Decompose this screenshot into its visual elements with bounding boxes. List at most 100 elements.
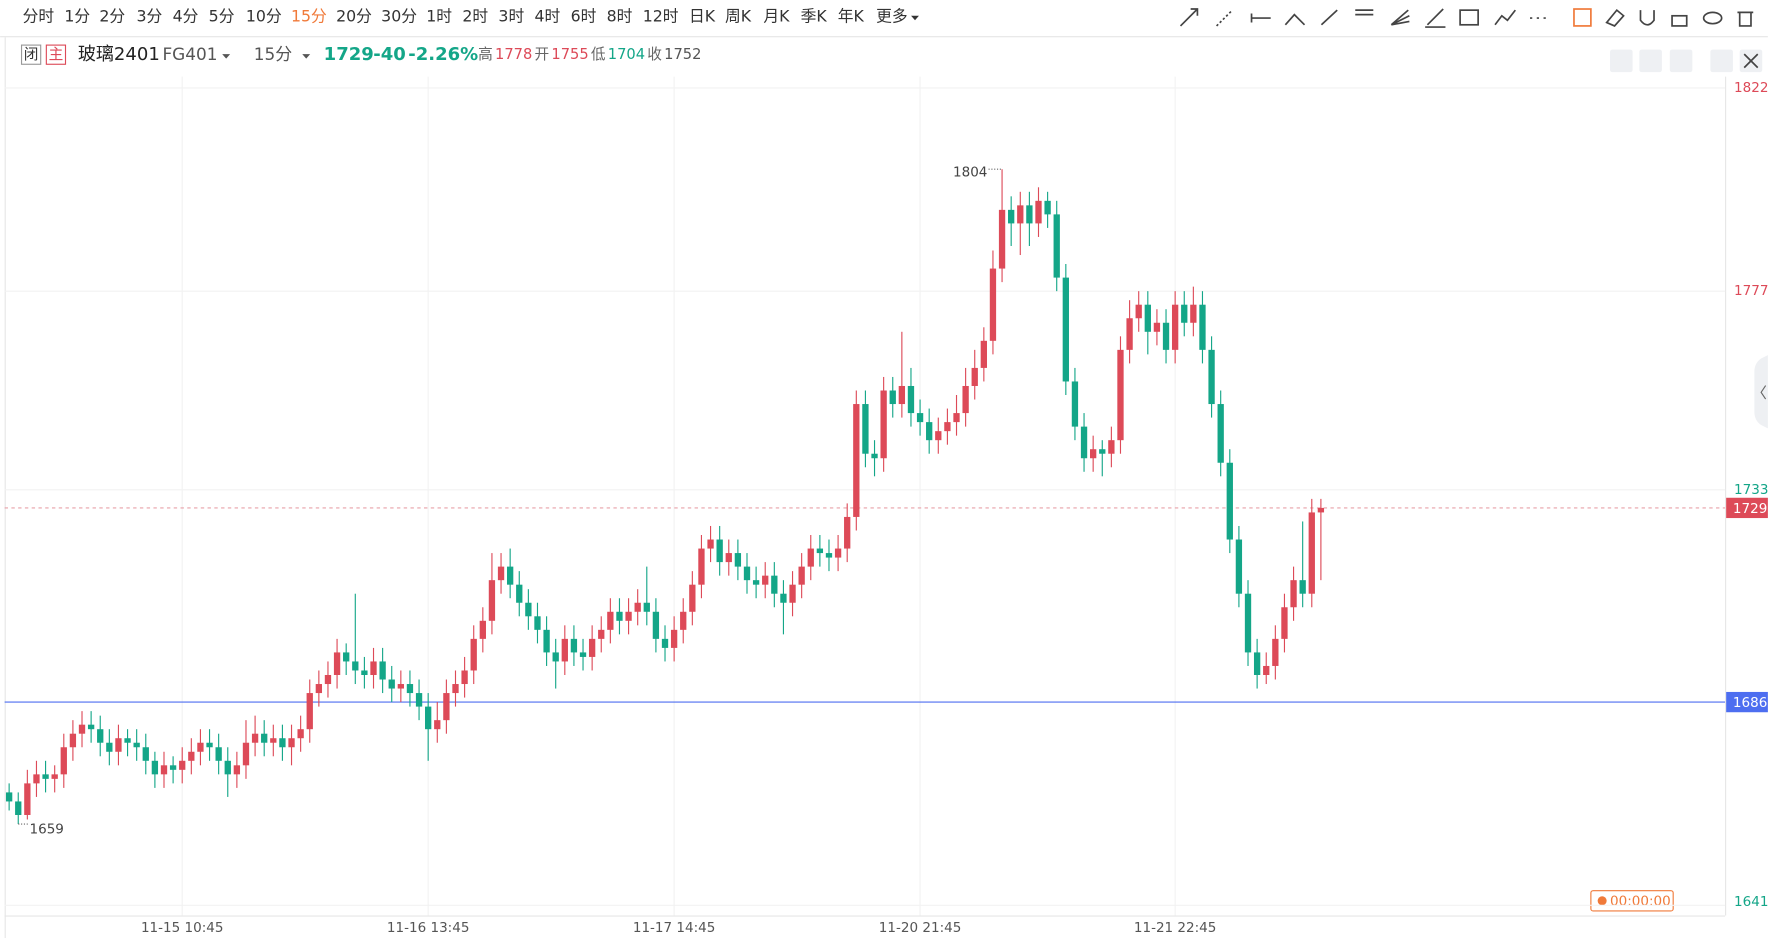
period-button[interactable]: 15分 xyxy=(291,6,327,25)
tool-fan[interactable] xyxy=(1390,9,1410,26)
y-tick-label: 1777 xyxy=(1734,283,1768,299)
candle-body xyxy=(488,580,496,621)
period-button[interactable]: 年K xyxy=(838,6,865,25)
candle-body xyxy=(1244,593,1252,653)
period-button[interactable]: 12时 xyxy=(643,6,679,25)
period-button[interactable]: 20分 xyxy=(336,6,372,25)
candle-body xyxy=(962,385,969,414)
stat-value: 1778 xyxy=(495,46,532,63)
candle-body xyxy=(825,553,833,558)
period-button[interactable]: 3分 xyxy=(137,6,163,25)
contract-code[interactable]: FG401 xyxy=(162,44,217,64)
candle-body xyxy=(42,774,49,779)
candle-body xyxy=(871,453,878,459)
candle-body xyxy=(898,385,906,405)
candle-body xyxy=(625,611,632,621)
candle-body xyxy=(425,706,432,730)
candle-body xyxy=(1062,277,1069,382)
tool-trend[interactable] xyxy=(1494,9,1517,26)
candle-body xyxy=(297,729,304,739)
period-button[interactable]: 季K xyxy=(801,6,828,25)
period[interactable]: 15分 xyxy=(254,44,293,64)
candle-body xyxy=(935,431,942,441)
candle-body xyxy=(725,553,732,563)
x-tick-label: 11-21 22:45 xyxy=(1134,920,1217,936)
tool-delete[interactable] xyxy=(1737,11,1754,27)
period-button[interactable]: 月K xyxy=(763,6,790,25)
candle-body xyxy=(1071,381,1079,427)
tool-hline[interactable] xyxy=(1250,13,1271,23)
candle-body xyxy=(1217,404,1224,463)
candle-body xyxy=(698,548,705,585)
period-button[interactable]: 4分 xyxy=(173,6,199,25)
tool-eye[interactable] xyxy=(1702,11,1723,25)
period-button[interactable]: 4时 xyxy=(535,6,561,25)
period-button[interactable]: 2分 xyxy=(99,6,125,25)
candle-body xyxy=(206,742,213,748)
candle-body xyxy=(716,539,723,563)
period-button[interactable]: 30分 xyxy=(381,6,417,25)
tool-polyline[interactable] xyxy=(1284,13,1306,26)
candle-body xyxy=(1226,462,1233,540)
control-button[interactable] xyxy=(1639,49,1662,73)
period-button[interactable]: 6时 xyxy=(571,6,597,25)
tool-fib[interactable] xyxy=(1355,9,1374,16)
candle-body xyxy=(379,661,386,680)
candle-body xyxy=(707,539,714,549)
period-button[interactable]: 1时 xyxy=(426,6,452,25)
candle-body xyxy=(1144,304,1151,332)
hline-tag xyxy=(1726,691,1768,713)
period-button[interactable]: 8时 xyxy=(607,6,633,25)
tool-lock[interactable] xyxy=(1671,14,1688,27)
candle-body xyxy=(1290,580,1297,608)
period-button[interactable]: 5分 xyxy=(209,6,235,25)
control-button[interactable] xyxy=(1669,49,1693,73)
tool-ray[interactable] xyxy=(1179,8,1199,27)
candle-body xyxy=(361,670,368,675)
candle-body xyxy=(406,684,414,694)
candle-body xyxy=(752,580,760,585)
period-button[interactable]: 2时 xyxy=(462,6,488,25)
period-button[interactable]: 10分 xyxy=(246,6,282,25)
close-icon[interactable] xyxy=(1743,53,1759,69)
candle-body xyxy=(33,774,40,784)
candle-body xyxy=(69,733,77,748)
period-button[interactable]: 日K xyxy=(689,6,716,25)
candle-body xyxy=(570,638,578,653)
tool-pen[interactable] xyxy=(1425,8,1446,28)
main-box[interactable] xyxy=(45,44,67,65)
tool-segment[interactable] xyxy=(1320,9,1338,26)
candle-body xyxy=(452,684,459,694)
candle-body xyxy=(680,611,687,630)
tool-edit[interactable] xyxy=(1573,8,1592,27)
candle-body xyxy=(552,652,559,662)
tool-magnet[interactable] xyxy=(1639,10,1655,26)
period-button[interactable]: 更多 xyxy=(876,6,908,25)
period-button[interactable]: 1分 xyxy=(64,6,90,25)
candle-body xyxy=(1044,200,1051,215)
control-button[interactable] xyxy=(1710,49,1733,73)
candle-body xyxy=(324,674,332,685)
period-button[interactable]: 周K xyxy=(725,6,752,25)
control-button[interactable] xyxy=(1610,49,1633,73)
candle-body xyxy=(807,548,814,567)
candle-body xyxy=(169,765,177,770)
candle-body xyxy=(816,548,824,554)
candle-body xyxy=(1199,304,1206,350)
tool-eraser[interactable] xyxy=(1605,8,1625,27)
candle-body xyxy=(880,390,887,459)
tool-image[interactable] xyxy=(1459,9,1479,26)
candle-body xyxy=(188,751,195,761)
period-button[interactable]: 分时 xyxy=(23,6,55,25)
candle-body xyxy=(853,404,860,517)
candle-body xyxy=(516,584,523,603)
y-tick-label: 1641 xyxy=(1734,894,1768,910)
period-button[interactable]: 3时 xyxy=(498,6,524,25)
candle-body xyxy=(151,760,159,775)
candle-body xyxy=(1299,580,1306,594)
candle-body xyxy=(388,679,395,689)
drawing-tools[interactable] xyxy=(1179,8,1754,28)
candle-body xyxy=(197,742,204,752)
tool-extended[interactable] xyxy=(1215,9,1233,27)
chart-controls[interactable] xyxy=(1610,49,1763,73)
